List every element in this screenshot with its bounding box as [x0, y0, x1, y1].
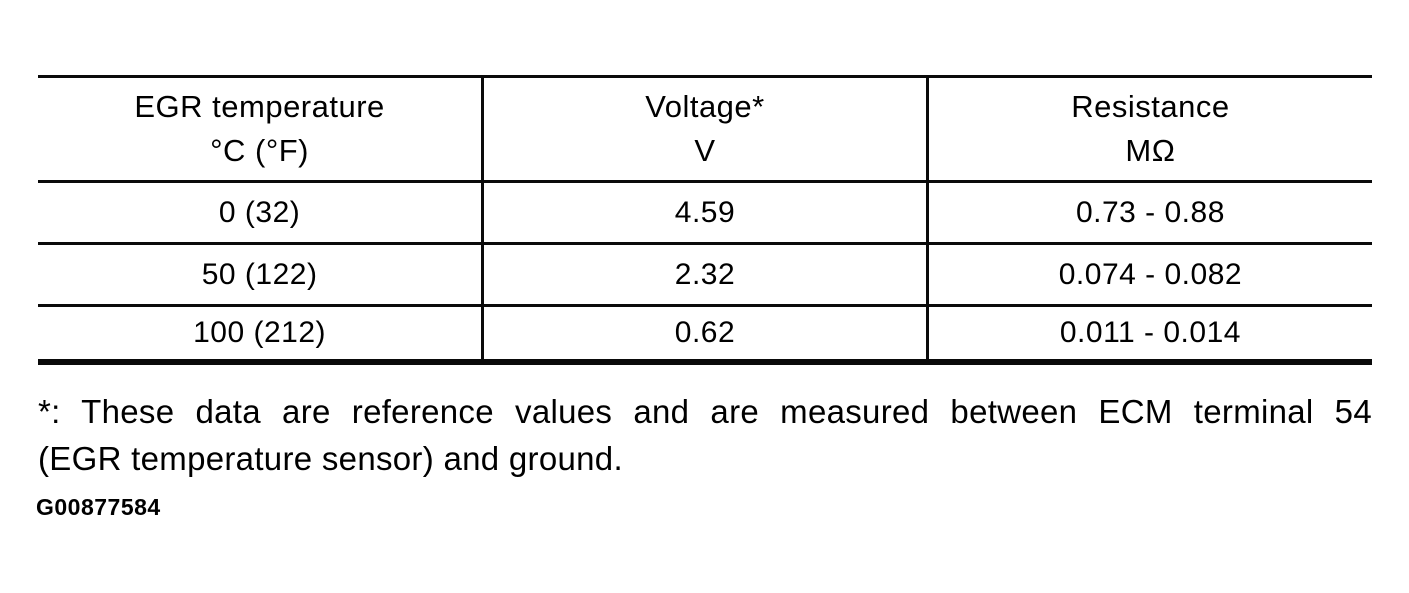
cell-voltage: 4.59	[481, 181, 928, 244]
cell-resistance: 0.074 - 0.082	[925, 243, 1372, 306]
figure-id: G00877584	[36, 494, 161, 520]
header-cell-temperature: EGR temperature °C (°F)	[38, 77, 483, 182]
table-row: 0 (32) 4.59 0.73 - 0.88	[38, 181, 1372, 244]
table-header: EGR temperature °C (°F) Voltage* V Resis…	[38, 76, 1372, 182]
header-voltage-unit: V	[694, 133, 716, 168]
cell-voltage: 0.62	[481, 305, 928, 362]
footnote: *: These data are reference values and a…	[38, 388, 1372, 482]
table-row: 100 (212) 0.62 0.011 - 0.014	[38, 305, 1372, 362]
header-resistance-label: Resistance	[1071, 89, 1230, 124]
footnote-line-1: *: These data are reference values and a…	[38, 393, 1372, 430]
header-temperature-unit: °C (°F)	[210, 133, 310, 168]
header-cell-resistance: Resistance MΩ	[925, 76, 1372, 182]
cell-temperature: 100 (212)	[193, 315, 327, 349]
table-row: 50 (122) 2.32 0.074 - 0.082	[38, 243, 1372, 306]
header-resistance-unit: MΩ	[1125, 133, 1176, 168]
header-temperature-label: EGR temperature	[134, 89, 385, 124]
header-voltage-label: Voltage*	[645, 89, 765, 124]
egr-sensor-spec-table: EGR temperature °C (°F) Voltage* V Resis…	[38, 75, 1372, 365]
cell-temperature: 0 (32)	[218, 195, 301, 229]
cell-voltage: 2.32	[481, 243, 928, 306]
table-header-row: EGR temperature °C (°F) Voltage* V Resis…	[38, 76, 1372, 182]
cell-temperature: 50 (122)	[201, 257, 318, 291]
table-body: 0 (32) 4.59 0.73 - 0.88 50 (122) 2.32 0.…	[38, 181, 1372, 362]
header-cell-voltage: Voltage* V	[481, 76, 928, 182]
cell-resistance: 0.011 - 0.014	[925, 305, 1372, 362]
footnote-line-2: (EGR temperature sensor) and ground.	[38, 440, 623, 477]
cell-resistance: 0.73 - 0.88	[925, 181, 1372, 244]
